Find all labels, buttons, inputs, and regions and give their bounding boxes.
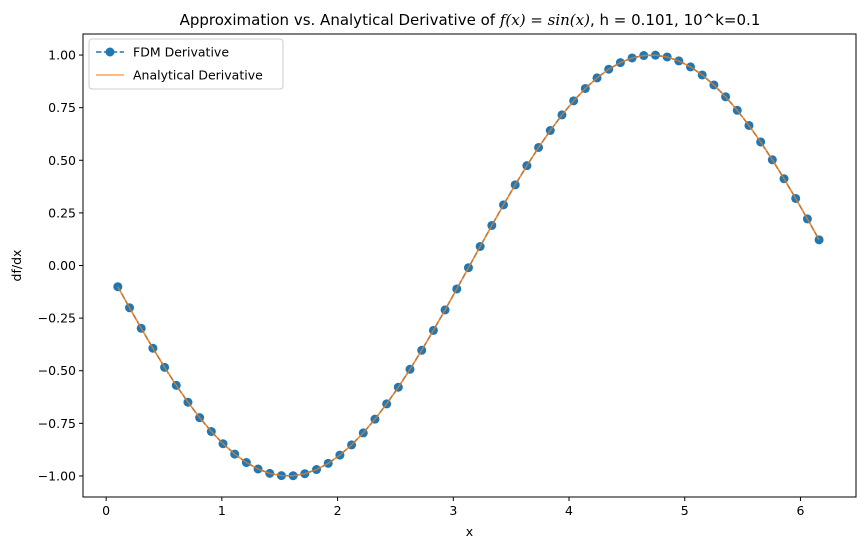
y-tick-label: 0.25 <box>48 205 76 220</box>
y-tick-label: 1.00 <box>48 48 76 63</box>
x-tick-label: 1 <box>218 503 226 518</box>
legend-box <box>88 38 284 90</box>
chart-title-math: f(x) = sin(x) <box>499 11 590 29</box>
x-ticks: 0 1 2 3 4 5 6 <box>102 497 804 518</box>
legend-fdm-label: FDM Derivative <box>133 45 229 60</box>
y-tick-label: −0.50 <box>38 363 76 378</box>
chart-title-prefix: Approximation vs. Analytical Derivative … <box>180 11 500 29</box>
x-tick-label: 6 <box>796 503 804 518</box>
x-tick-label: 4 <box>565 503 573 518</box>
analytical-line-overlay <box>117 54 820 477</box>
chart-title: Approximation vs. Analytical Derivative … <box>180 11 761 29</box>
y-ticks: −1.00 −0.75 −0.50 −0.25 0.00 0.25 0.50 0.75 1.00 <box>38 48 83 483</box>
y-axis-label: df/dx <box>9 250 24 282</box>
x-tick-label: 0 <box>102 503 110 518</box>
legend-fdm-marker <box>105 47 115 57</box>
y-tick-label: −0.25 <box>38 311 76 326</box>
legend-analytical-label: Analytical Derivative <box>133 68 263 83</box>
x-axis-label: x <box>466 524 473 539</box>
y-tick-label: −1.00 <box>38 468 76 483</box>
chart-title-suffix: , h = 0.101, 10^k=0.1 <box>590 11 760 29</box>
y-tick-label: −0.75 <box>38 416 76 431</box>
x-tick-label: 5 <box>681 503 689 518</box>
x-tick-label: 2 <box>334 503 342 518</box>
y-tick-label: 0.50 <box>48 153 76 168</box>
y-tick-label: 0.00 <box>48 258 76 273</box>
legend: FDM Derivative Analytical Derivative <box>88 38 284 90</box>
y-tick-label: 0.75 <box>48 100 76 115</box>
fdm-series <box>113 50 824 481</box>
x-tick-label: 3 <box>449 503 457 518</box>
